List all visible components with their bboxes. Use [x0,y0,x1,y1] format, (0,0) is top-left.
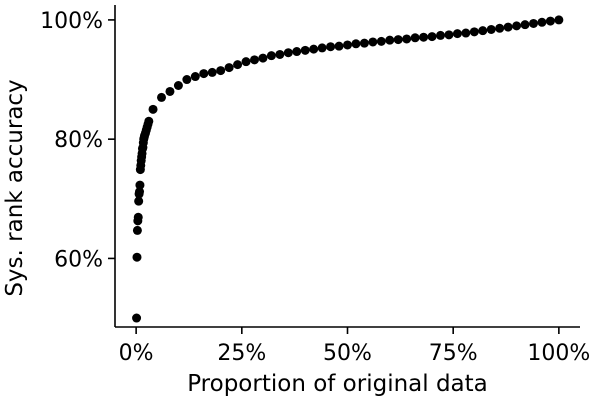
y-axis-title: Sys. rank accuracy [2,79,28,296]
data-point [529,18,538,28]
data-point [452,29,462,39]
data-point [503,22,513,32]
data-point [258,53,268,63]
data-point [317,43,327,53]
data-point [326,42,336,52]
data-point [199,69,209,79]
data-point [173,81,183,90]
data-point [144,116,154,126]
data-point [207,67,217,77]
x-tick-label: 50% [323,341,372,366]
data-point [512,21,522,31]
data-point [135,187,145,197]
data-point [309,44,319,54]
data-point [283,48,293,58]
data-point [427,32,437,42]
data-point [292,47,302,57]
data-point [351,39,361,49]
data-point [469,27,479,37]
data-point [233,60,243,70]
data-point [461,28,471,38]
x-axis-title: Proportion of original data [187,371,488,397]
data-point [376,36,386,46]
data-point [132,225,142,235]
y-tick-label: 60% [54,247,103,272]
data-point [133,212,143,222]
data-point [165,86,175,96]
data-point [157,92,166,102]
x-tick-label: 75% [429,341,478,366]
x-tick-label: 25% [217,341,266,366]
data-point [520,20,530,30]
data-point [486,24,496,34]
data-point [545,16,555,26]
data-point [216,66,226,76]
x-tick-label: 100% [527,341,590,366]
data-point [190,72,200,82]
x-tick-label: 0% [119,341,154,366]
x-axis-ticks: 0% 25% 50% 75% 100% [119,327,590,366]
data-point [148,104,158,114]
data-point [250,55,259,65]
data-point [385,35,395,45]
data-points [132,15,564,323]
data-point [300,45,310,55]
data-point [132,252,142,262]
data-point [134,196,144,206]
data-point [224,63,234,73]
data-point [393,35,403,45]
data-point [478,26,488,36]
data-point [402,34,412,44]
y-axis-ticks: 60% 80% 100% [40,9,115,272]
data-point [537,17,547,27]
data-point [241,57,251,67]
data-point [343,40,352,50]
data-point [182,75,192,85]
y-tick-label: 80% [54,128,103,153]
data-point [495,23,505,33]
data-point [368,37,378,47]
data-point [554,15,564,25]
data-point [132,313,142,323]
data-point [410,33,420,43]
data-point [135,180,145,190]
data-point [419,32,429,42]
data-point [436,30,445,40]
data-point [275,49,285,59]
data-point [266,51,276,61]
y-tick-label: 100% [40,9,103,34]
data-point [334,41,344,51]
data-point [444,30,454,40]
data-point [359,38,369,48]
